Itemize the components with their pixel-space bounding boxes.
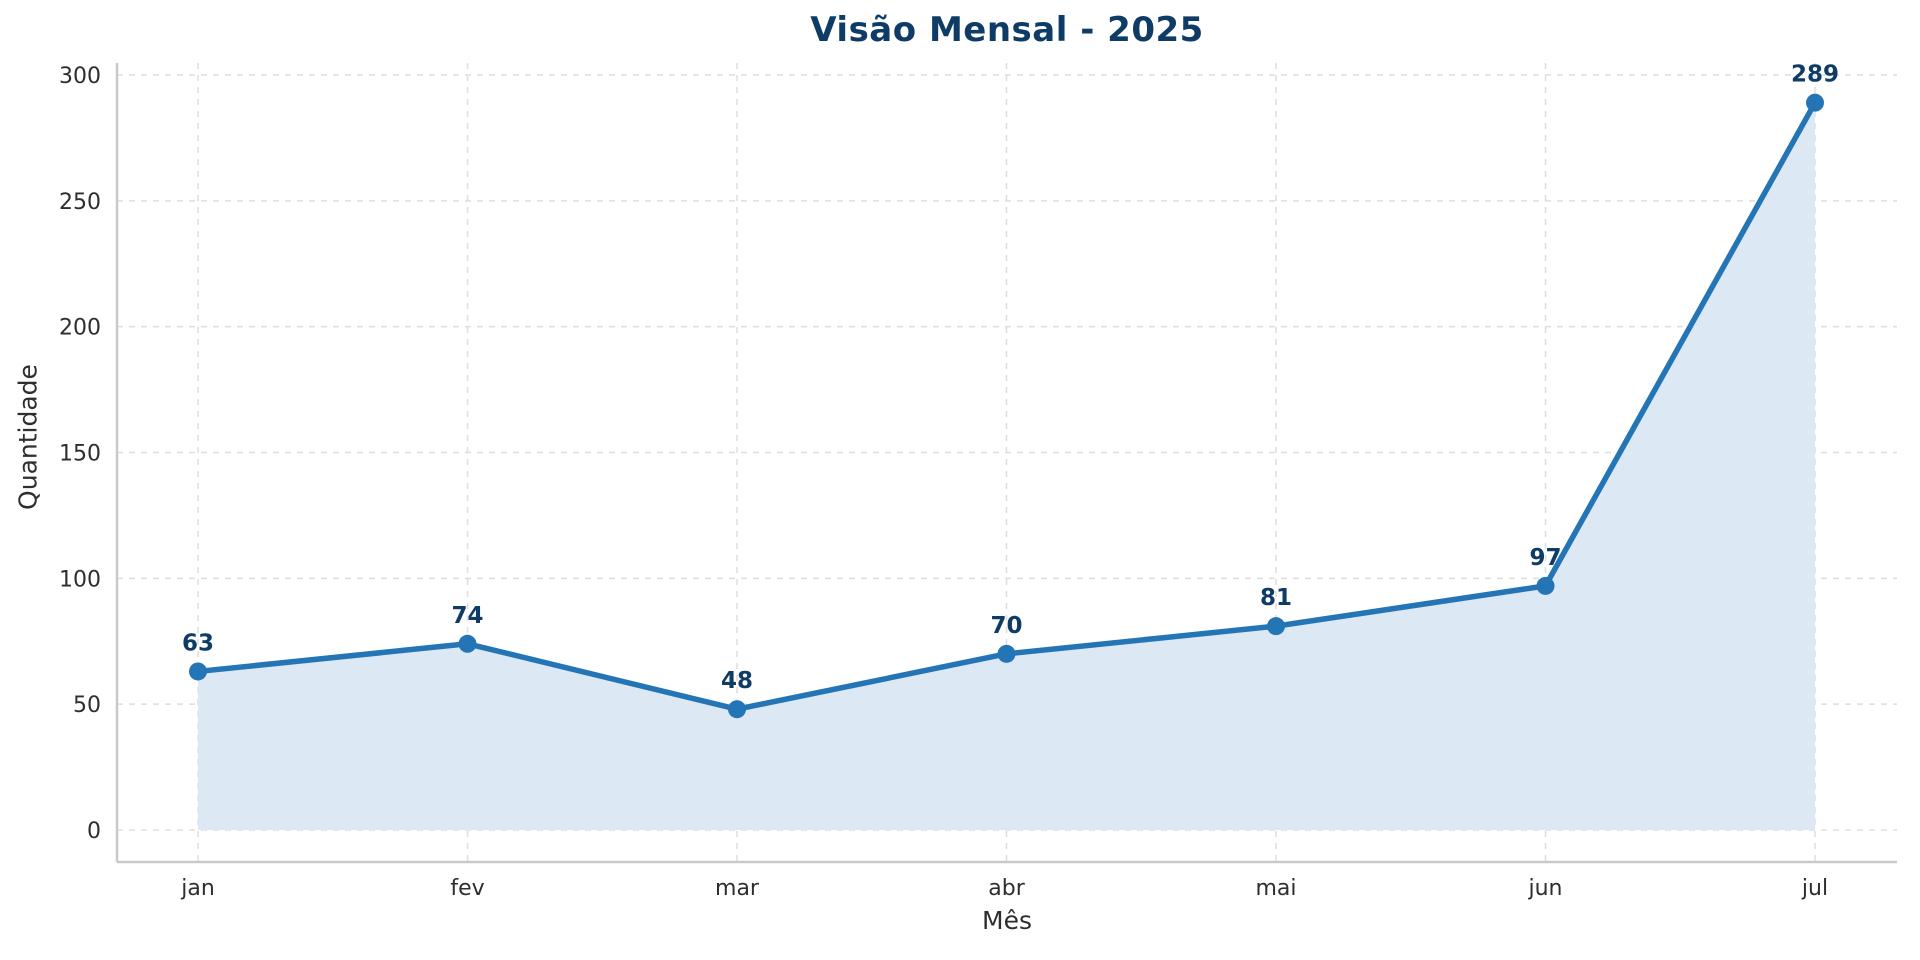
data-point-label: 81: [1260, 585, 1292, 611]
data-point-marker: [1267, 617, 1285, 636]
x-tick-label: mai: [1255, 876, 1296, 901]
y-tick-label: 200: [59, 316, 101, 341]
x-tick-label: abr: [988, 876, 1025, 901]
data-point-marker: [1806, 93, 1824, 112]
x-tick-label: jul: [1801, 876, 1828, 901]
data-point-label: 48: [721, 668, 753, 694]
y-tick-label: 250: [59, 190, 101, 215]
data-point-marker: [728, 700, 746, 719]
x-tick-label: jan: [180, 876, 215, 901]
x-tick-label: jun: [1528, 876, 1563, 901]
y-tick-label: 150: [59, 442, 101, 467]
data-point-label: 70: [990, 613, 1022, 639]
data-point-label: 289: [1791, 62, 1839, 88]
y-tick-label: 300: [59, 64, 101, 89]
data-point-label: 97: [1529, 545, 1561, 571]
data-point-marker: [189, 662, 207, 681]
data-point-marker: [997, 644, 1016, 663]
x-tick-label: mar: [715, 876, 760, 901]
x-axis-label: Mês: [982, 906, 1032, 935]
y-tick-label: 100: [59, 567, 101, 592]
data-point-marker: [1536, 576, 1555, 595]
x-tick-label: fev: [450, 876, 484, 901]
data-point-label: 74: [451, 603, 483, 629]
data-point-label: 63: [182, 630, 214, 656]
data-point-marker: [458, 634, 477, 653]
chart-title: Visão Mensal - 2025: [810, 10, 1204, 50]
y-tick-label: 0: [87, 819, 101, 844]
series-area-fill: [198, 102, 1815, 830]
y-tick-label: 50: [73, 693, 101, 718]
